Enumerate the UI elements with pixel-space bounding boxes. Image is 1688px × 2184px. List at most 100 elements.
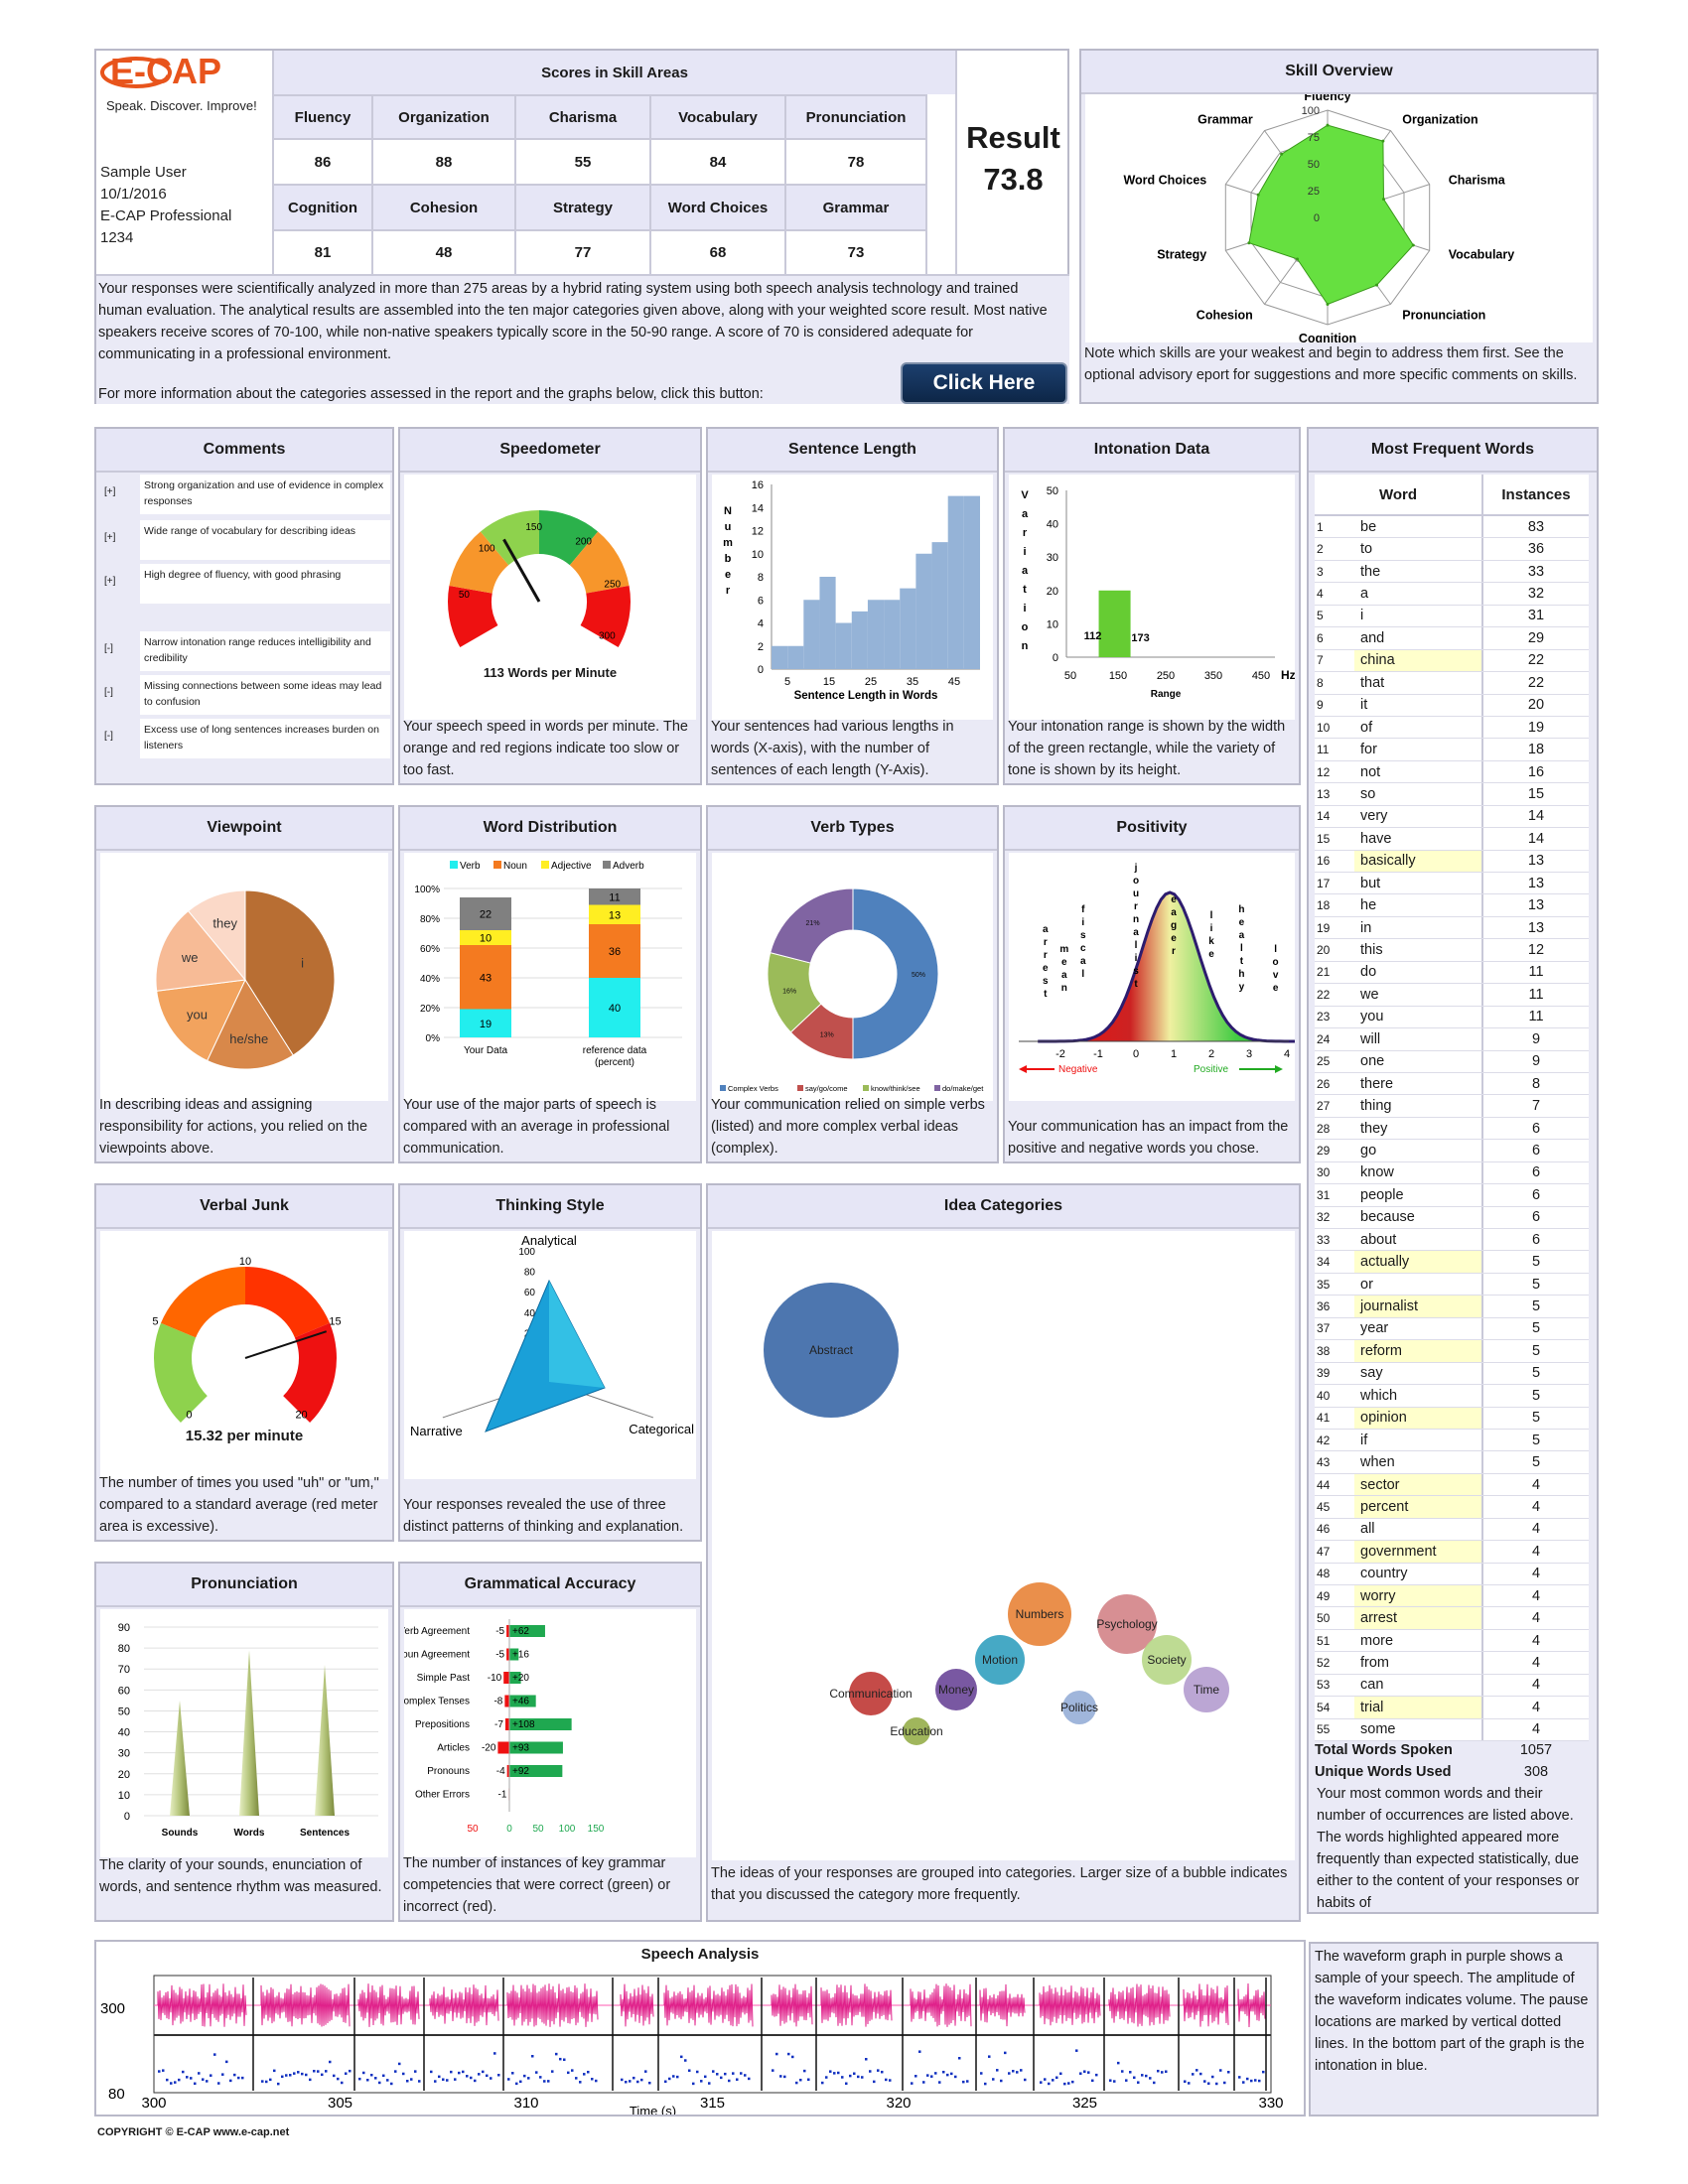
positivity-word-char: a	[1239, 930, 1245, 941]
word-text: say	[1354, 1362, 1483, 1385]
word-count: 13	[1527, 897, 1545, 914]
intonation-ytick: 0	[1053, 652, 1058, 664]
word-text: or	[1354, 1273, 1483, 1296]
speech-intonation-dot	[410, 2078, 413, 2081]
word-text: have	[1354, 828, 1483, 850]
idea-bubble-money	[935, 1669, 977, 1710]
intonation-xtick: 350	[1204, 670, 1222, 682]
word-count: 16	[1527, 763, 1545, 780]
speech-intonation-dot	[1071, 2080, 1074, 2084]
speech-intonation-dot	[1211, 2075, 1214, 2079]
word-count: 32	[1527, 586, 1545, 603]
verbal-junk-readout: 15.32 per minute	[185, 1428, 304, 1444]
pronunciation-ytick: 50	[118, 1706, 130, 1717]
speech-intonation-dot	[1262, 2070, 1265, 2074]
score-label-strategy: Strategy	[516, 184, 651, 229]
speech-intonation-dot	[1048, 2082, 1051, 2086]
unique-words-value: 308	[1523, 1764, 1549, 1780]
word-text: some	[1354, 1718, 1483, 1741]
speech-intonation-dot	[362, 2071, 365, 2075]
word-row: 29 go 6	[1315, 1140, 1589, 1162]
score-label-grammar: Grammar	[786, 184, 927, 229]
intonation-unit: Hz	[1281, 668, 1295, 682]
word-text: when	[1354, 1451, 1483, 1473]
grammar-incorrect-label: -20	[482, 1743, 496, 1754]
word-text: will	[1354, 1028, 1483, 1050]
word-count: 6	[1531, 1164, 1541, 1181]
scores-title: Scores in Skill Areas	[274, 51, 955, 94]
speech-intonation-dot	[321, 2073, 324, 2077]
word-text: he	[1354, 894, 1483, 916]
speech-intonation-dot	[1227, 2071, 1230, 2074]
word-rank: 15	[1317, 831, 1331, 846]
positivity-word-char: t	[1240, 956, 1244, 967]
word-row: 24 will 9	[1315, 1028, 1589, 1051]
word-row: 51 more 4	[1315, 1629, 1589, 1653]
speech-waveform-segment	[260, 1983, 351, 2027]
speech-intonation-dot	[458, 2071, 461, 2075]
speech-intonation-dot	[1188, 2082, 1191, 2085]
speech-intonation-dot	[474, 2079, 477, 2083]
positivity-word-char: g	[1171, 920, 1177, 931]
speech-intonation-dot	[787, 2052, 790, 2056]
click-here-button[interactable]: Click Here	[901, 362, 1067, 404]
intro-area: Your responses were scientifically analy…	[96, 274, 1069, 404]
word-text: government	[1354, 1541, 1483, 1563]
word-rank: 16	[1317, 854, 1331, 869]
speedometer-needle	[502, 538, 541, 603]
pronunciation-ytick: 10	[118, 1790, 130, 1802]
word-dist-data-label: 19	[480, 1019, 492, 1030]
grammar-correct-bar	[509, 1648, 519, 1661]
verbal-junk-tick-label: 20	[295, 1410, 307, 1422]
idea-bubble-education	[903, 1717, 930, 1745]
word-rank: 36	[1317, 1299, 1331, 1314]
score-value-fluency: 86	[274, 138, 373, 184]
grammar-correct-bar	[509, 1695, 536, 1707]
speedometer-tick-label: 150	[525, 522, 542, 533]
intonation-ylabel-char: n	[1022, 640, 1029, 652]
radar-point-organization	[1381, 139, 1385, 143]
word-text: actually	[1354, 1251, 1483, 1273]
verb-type-slice-do-make-get	[770, 887, 854, 964]
sentence-length-xlabel: Sentence Length in Words	[794, 690, 938, 702]
sentence-length-bar	[851, 611, 868, 669]
speech-intonation-dot	[1161, 2071, 1164, 2074]
speech-intonation-dot	[555, 2052, 558, 2056]
idea-bubble-communication	[849, 1672, 893, 1715]
intonation-ytick: 10	[1047, 618, 1058, 630]
speech-intonation-dot	[648, 2081, 651, 2085]
grammar-incorrect-bar	[503, 1672, 509, 1684]
grammar-incorrect-label: -5	[495, 1626, 504, 1637]
sentence-length-xtick: 25	[865, 676, 877, 688]
grammar-correct-bar	[509, 1625, 545, 1637]
total-words-label: Total Words Spoken	[1315, 1742, 1453, 1758]
grammar-incorrect-label: -5	[495, 1650, 504, 1661]
speech-intonation-dot	[345, 2072, 348, 2075]
speech-intonation-dot	[825, 2076, 828, 2079]
grammatical-accuracy-title: Grammatical Accuracy	[400, 1564, 700, 1607]
word-count: 5	[1531, 1298, 1541, 1315]
word-row: 38 reform 5	[1315, 1340, 1589, 1363]
positivity-word-char: i	[1135, 953, 1138, 964]
word-text: very	[1354, 805, 1483, 828]
speech-intonation-dot	[398, 2062, 401, 2066]
score-value-strategy: 77	[516, 229, 651, 274]
word-rank: 30	[1317, 1165, 1331, 1180]
word-rank: 19	[1317, 920, 1331, 935]
report-date: 10/1/2016	[100, 186, 167, 203]
speech-intonation-dot	[402, 2072, 405, 2076]
word-count: 13	[1527, 853, 1545, 870]
speech-intonation-dot	[182, 2070, 185, 2074]
speech-intonation-dot	[490, 2077, 492, 2080]
word-row: 39 say 5	[1315, 1362, 1589, 1386]
word-dist-bar-segment	[589, 924, 640, 978]
speech-intonation-dot	[1207, 2082, 1210, 2085]
positivity-word-char: e	[1273, 983, 1279, 994]
radar-point-pronunciation	[1375, 283, 1379, 287]
speech-intonation-dot	[1067, 2082, 1070, 2085]
speech-intonation-dot	[954, 2075, 957, 2079]
speech-intonation-dot	[366, 2078, 369, 2082]
speech-intonation-dot	[950, 2072, 953, 2076]
idea-bubble-label: Money	[938, 1683, 974, 1697]
speech-intonation-dot	[519, 2080, 522, 2084]
